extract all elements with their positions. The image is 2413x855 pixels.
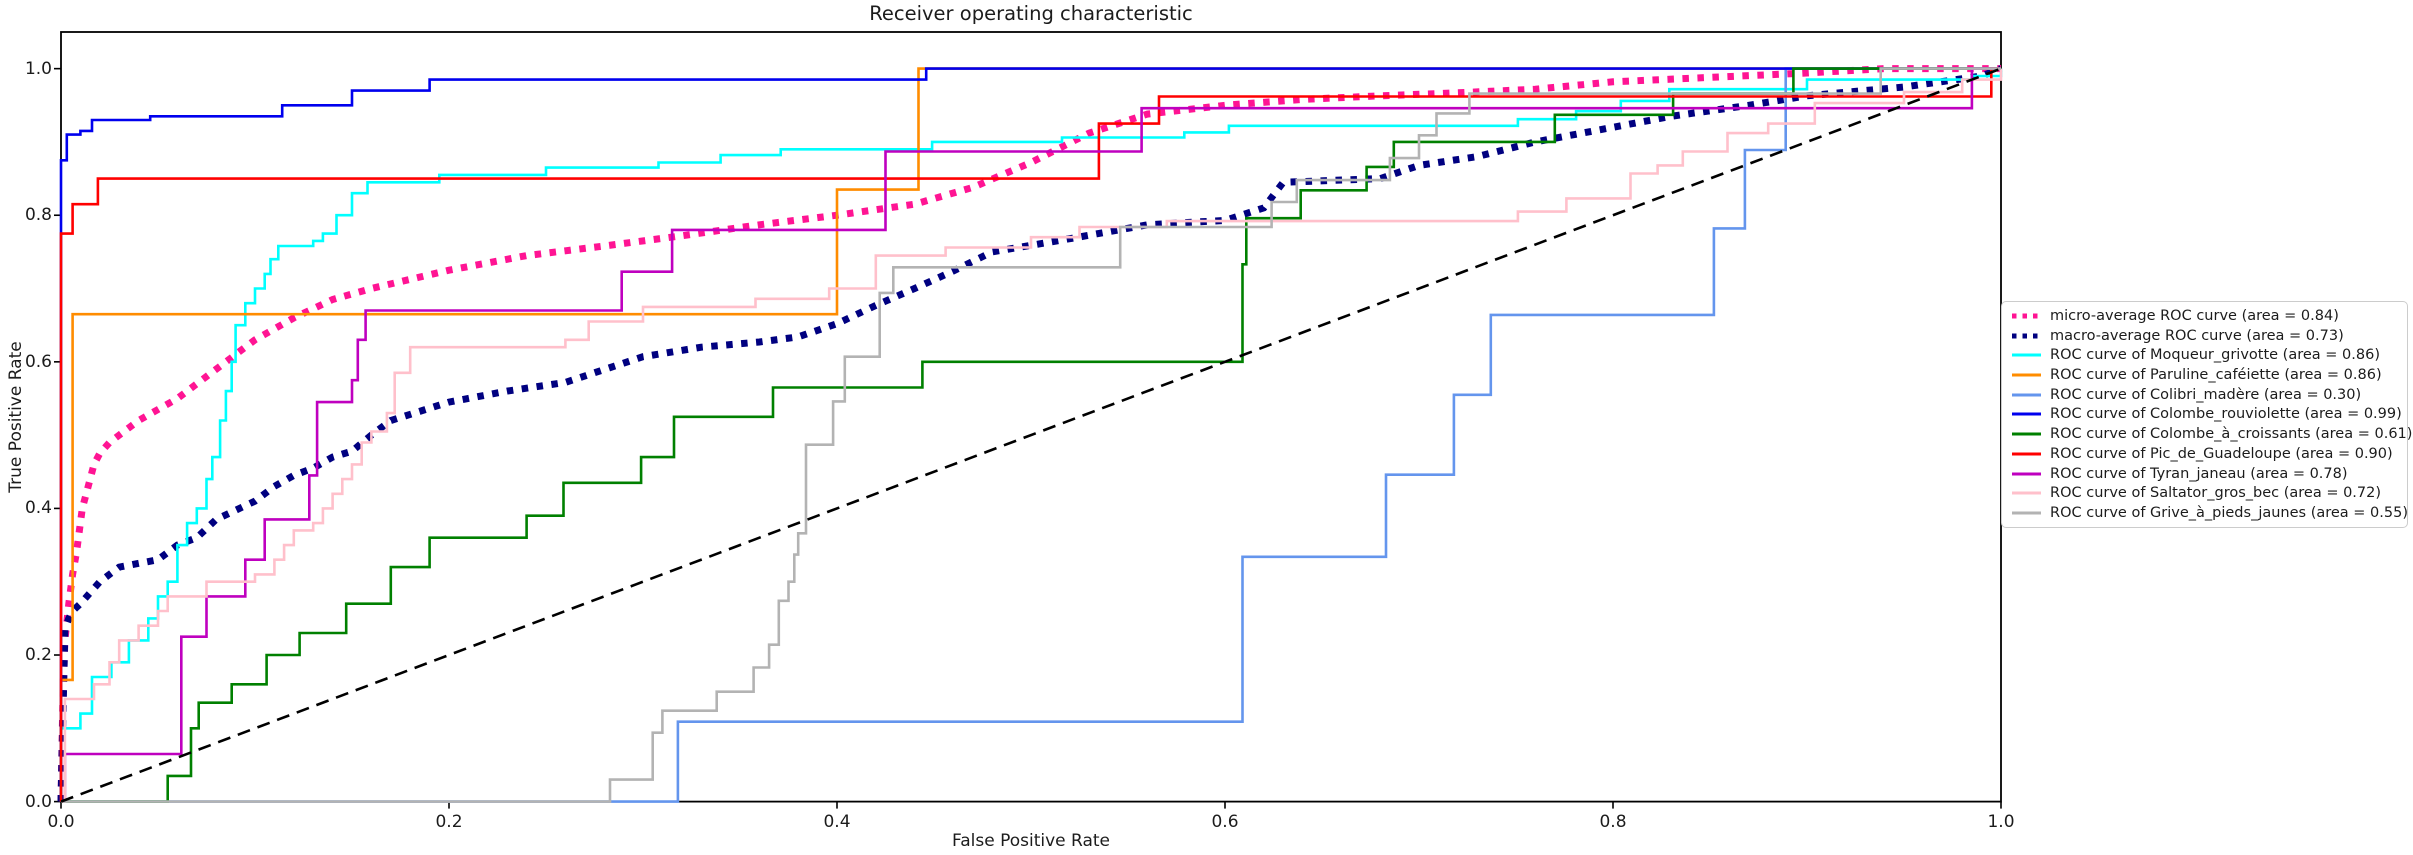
y-tick-label: 0.6	[24, 351, 52, 372]
series-Moqueur_grivotte	[59, 68, 2003, 802]
y-tick-label: 0.2	[24, 645, 52, 665]
legend-item-Pic_de_Guadeloupe: ROC curve of Pic_de_Guadeloupe (area = 0…	[2011, 445, 2403, 463]
legend-item-label: ROC curve of Colibri_madère (area = 0.30…	[2050, 386, 2362, 403]
series-Tyran_janeau	[61, 67, 2001, 803]
y-tick-label: 0.8	[24, 205, 52, 226]
legend-line-sample	[2012, 353, 2041, 357]
series-Saltator_gros_bec	[61, 68, 2003, 803]
legend-item-Colombe_rouviolette: ROC curve of Colombe_rouviolette (area =…	[2011, 405, 2403, 423]
y-tick-label: 0.0	[24, 791, 52, 812]
legend-item-label: ROC curve of Moqueur_grivotte (area = 0.…	[2050, 347, 2380, 364]
legend-line-sample	[2012, 432, 2041, 436]
series-Pic_de_Guadeloupe	[59, 67, 2001, 802]
legend-line-sample	[2012, 452, 2041, 456]
legend-item-macro-average: macro-average ROC curve (area = 0.73)	[2011, 327, 2403, 345]
axes-spines	[60, 31, 2002, 803]
legend-item-Colibri_madère: ROC curve of Colibri_madère (area = 0.30…	[2011, 386, 2403, 404]
legend-item-Paruline_caféiette: ROC curve of Paruline_caféiette (area = …	[2011, 366, 2403, 384]
legend-item-label: ROC curve of Colombe_à_croissants (area …	[2050, 426, 2413, 443]
x-tick-label: 1.0	[1987, 812, 2015, 832]
legend-item-label: ROC curve of Paruline_caféiette (area = …	[2050, 367, 2382, 384]
x-tick-label: 0.6	[1211, 812, 1239, 832]
legend-box: micro-average ROC curve (area = 0.84) mac…	[2001, 301, 2412, 528]
legend-line-sample	[2012, 472, 2041, 476]
legend-line-sample	[2012, 511, 2041, 515]
chart-title: Receiver operating characteristic	[869, 2, 1193, 25]
legend-line-sample	[2012, 333, 2041, 339]
series-Paruline_caféiette	[59, 67, 2001, 802]
legend-line-sample	[2012, 491, 2041, 495]
legend-item-Colombe_à_croissants: ROC curve of Colombe_à_croissants (area …	[2011, 425, 2412, 443]
legend-item-Tyran_janeau: ROC curve of Tyran_janeau (area = 0.78)	[2011, 465, 2403, 483]
x-tick-label: 0.4	[823, 812, 851, 832]
legend-item-label: ROC curve of Colombe_rouviolette (area =…	[2050, 406, 2402, 423]
legend-line-sample	[2012, 412, 2041, 416]
series-Colombe_à_croissants	[61, 67, 2001, 803]
series-Colibri_madère	[61, 67, 2001, 803]
legend-line-sample	[2012, 393, 2041, 397]
legend-item-Moqueur_grivotte: ROC curve of Moqueur_grivotte (area = 0.…	[2011, 346, 2403, 364]
legend-item-label: ROC curve of Tyran_janeau (area = 0.78)	[2050, 465, 2348, 482]
legend-line-sample	[2012, 373, 2041, 377]
y-tick-label: 0.4	[24, 498, 52, 519]
x-tick-label: 0.8	[1599, 812, 1627, 832]
series-Colombe_rouviolette	[59, 67, 2001, 802]
legend-item-label: ROC curve of Grive_à_pieds_jaunes (area …	[2050, 505, 2408, 522]
series-micro-average	[57, 65, 2001, 802]
series-Grive_à_pieds_jaunes	[61, 67, 2001, 803]
legend-item-label: micro-average ROC curve (area = 0.84)	[2050, 307, 2339, 324]
legend-item-Grive_à_pieds_jaunes: ROC curve of Grive_à_pieds_jaunes (area …	[2011, 504, 2408, 522]
x-tick-label: 0.0	[47, 812, 75, 832]
legend-item-Saltator_gros_bec: ROC curve of Saltator_gros_bec (area = 0…	[2011, 484, 2403, 502]
y-tick-label: 1.0	[24, 58, 52, 79]
legend-line-sample	[2012, 313, 2041, 319]
legend-item-micro-average: micro-average ROC curve (area = 0.84)	[2011, 307, 2403, 325]
legend-item-label: ROC curve of Pic_de_Guadeloupe (area = 0…	[2050, 445, 2393, 462]
series-chance-diagonal	[60, 67, 2002, 803]
series-macro-average	[57, 65, 2003, 802]
x-axis-label: False Positive Rate	[952, 831, 1110, 851]
x-tick-label: 0.2	[435, 812, 463, 832]
legend-item-label: ROC curve of Saltator_gros_bec (area = 0…	[2050, 485, 2382, 502]
legend-item-label: macro-average ROC curve (area = 0.73)	[2050, 327, 2344, 344]
